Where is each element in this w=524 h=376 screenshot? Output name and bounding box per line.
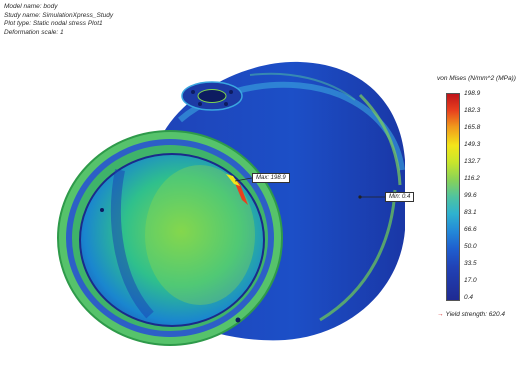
- yield-strength-label: Yield strength: 620.4: [445, 311, 506, 318]
- max-stress-probe[interactable]: Max: 198.9: [252, 173, 290, 183]
- legend-tick: 198.9: [464, 90, 481, 97]
- arrow-right-icon: →: [437, 311, 444, 318]
- legend-tick: 182.3: [464, 107, 481, 114]
- legend-tick: 132.7: [464, 158, 481, 165]
- legend-tick: 50.0: [464, 243, 477, 250]
- legend-tick: 33.5: [464, 260, 477, 267]
- deformation-scale: Deformation scale: 1: [4, 28, 64, 36]
- min-stress-probe[interactable]: Min: 0.4: [385, 192, 415, 202]
- yield-strength-marker: → Yield strength: 620.4: [437, 311, 505, 318]
- legend-tick: 0.4: [464, 294, 474, 301]
- legend-tick: 99.6: [464, 192, 477, 199]
- legend-tick: 66.6: [464, 226, 477, 233]
- legend-tick: 149.3: [464, 141, 481, 148]
- legend-tick: 83.1: [464, 209, 477, 216]
- min-point-marker: [358, 195, 362, 199]
- study-info: Model name: body Study name: SimulationX…: [4, 3, 113, 37]
- max-leader-line: [234, 177, 253, 182]
- plot-type: Plot type: Static nodal stress Plot1: [4, 20, 103, 27]
- model-name: Model name: body: [4, 3, 58, 10]
- legend-tick: 165.8: [464, 124, 481, 131]
- legend-ticks: 198.9 182.3 165.8 149.3 132.7 116.2 99.6…: [464, 90, 514, 304]
- color-scale-bar: [446, 93, 460, 301]
- legend-tick: 116.2: [464, 175, 480, 182]
- legend-title: von Mises (N/mm^2 (MPa)): [437, 75, 516, 82]
- study-name: Study name: SimulationXpress_Study: [4, 11, 114, 19]
- ring-body: [57, 61, 405, 346]
- legend-tick: 17.0: [464, 277, 477, 284]
